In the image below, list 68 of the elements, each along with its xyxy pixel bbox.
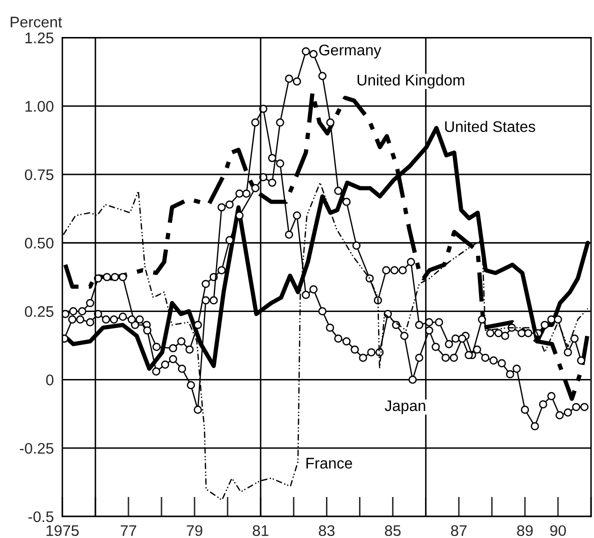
point [276, 118, 284, 127]
point [152, 342, 161, 351]
point [202, 280, 210, 288]
point [177, 337, 186, 346]
point [309, 50, 318, 58]
series-label: France [306, 458, 352, 469]
x-tick-label: 85 [384, 525, 401, 536]
point [382, 266, 390, 274]
x-tick-label: 79 [186, 525, 202, 536]
point [102, 272, 112, 282]
x-tick-label: 87 [451, 525, 467, 536]
point [334, 186, 342, 195]
series-label: United States [445, 120, 536, 132]
x-tick-label: 81 [252, 525, 268, 536]
point [570, 334, 579, 343]
point [518, 329, 526, 338]
x-tick-label: 77 [120, 525, 136, 536]
point [486, 329, 494, 338]
point [268, 178, 276, 187]
point [478, 315, 486, 324]
point [292, 77, 302, 86]
point [251, 184, 260, 192]
point [284, 74, 294, 83]
point [390, 266, 399, 274]
point [185, 345, 194, 354]
point [524, 329, 532, 338]
point [86, 298, 94, 308]
x-tick-label: 90 [550, 525, 566, 536]
x-tick-label: 83 [318, 525, 335, 536]
y-tick-label: -0.25 [20, 442, 54, 454]
point [326, 118, 334, 127]
y-tick-label: 0.75 [24, 169, 54, 180]
point [366, 274, 374, 283]
y-tick-label: 0.25 [24, 306, 54, 317]
point [501, 332, 510, 340]
point [62, 310, 70, 318]
point [302, 47, 310, 56]
point [564, 348, 572, 356]
point [434, 318, 444, 326]
point [406, 258, 416, 266]
x-tick-label: 1975 [46, 525, 79, 536]
x-tick-label: 89 [517, 525, 533, 536]
point [577, 356, 586, 365]
y-tick-label: 1.25 [25, 32, 54, 44]
y-tick-label: 1.00 [25, 100, 54, 112]
point [110, 272, 120, 282]
point [69, 307, 78, 316]
point [218, 266, 226, 274]
series-label: Japan [384, 400, 426, 414]
y-tick-label: 0 [46, 374, 54, 386]
point [168, 344, 178, 352]
point [415, 320, 424, 330]
point [318, 72, 326, 80]
point [398, 266, 407, 274]
point [352, 242, 361, 250]
point [118, 272, 127, 282]
series-label: Germany [319, 44, 382, 58]
point [451, 334, 460, 343]
point [554, 315, 562, 324]
y-tick-label: -0.5 [28, 511, 54, 522]
series-label: United Kingdom [358, 74, 464, 89]
point [342, 198, 351, 206]
point [444, 340, 454, 348]
point [78, 307, 86, 316]
point [540, 320, 549, 330]
y-axis-title: Percent [10, 16, 62, 28]
y-tick-label: 0.50 [24, 238, 54, 249]
point [494, 329, 503, 338]
